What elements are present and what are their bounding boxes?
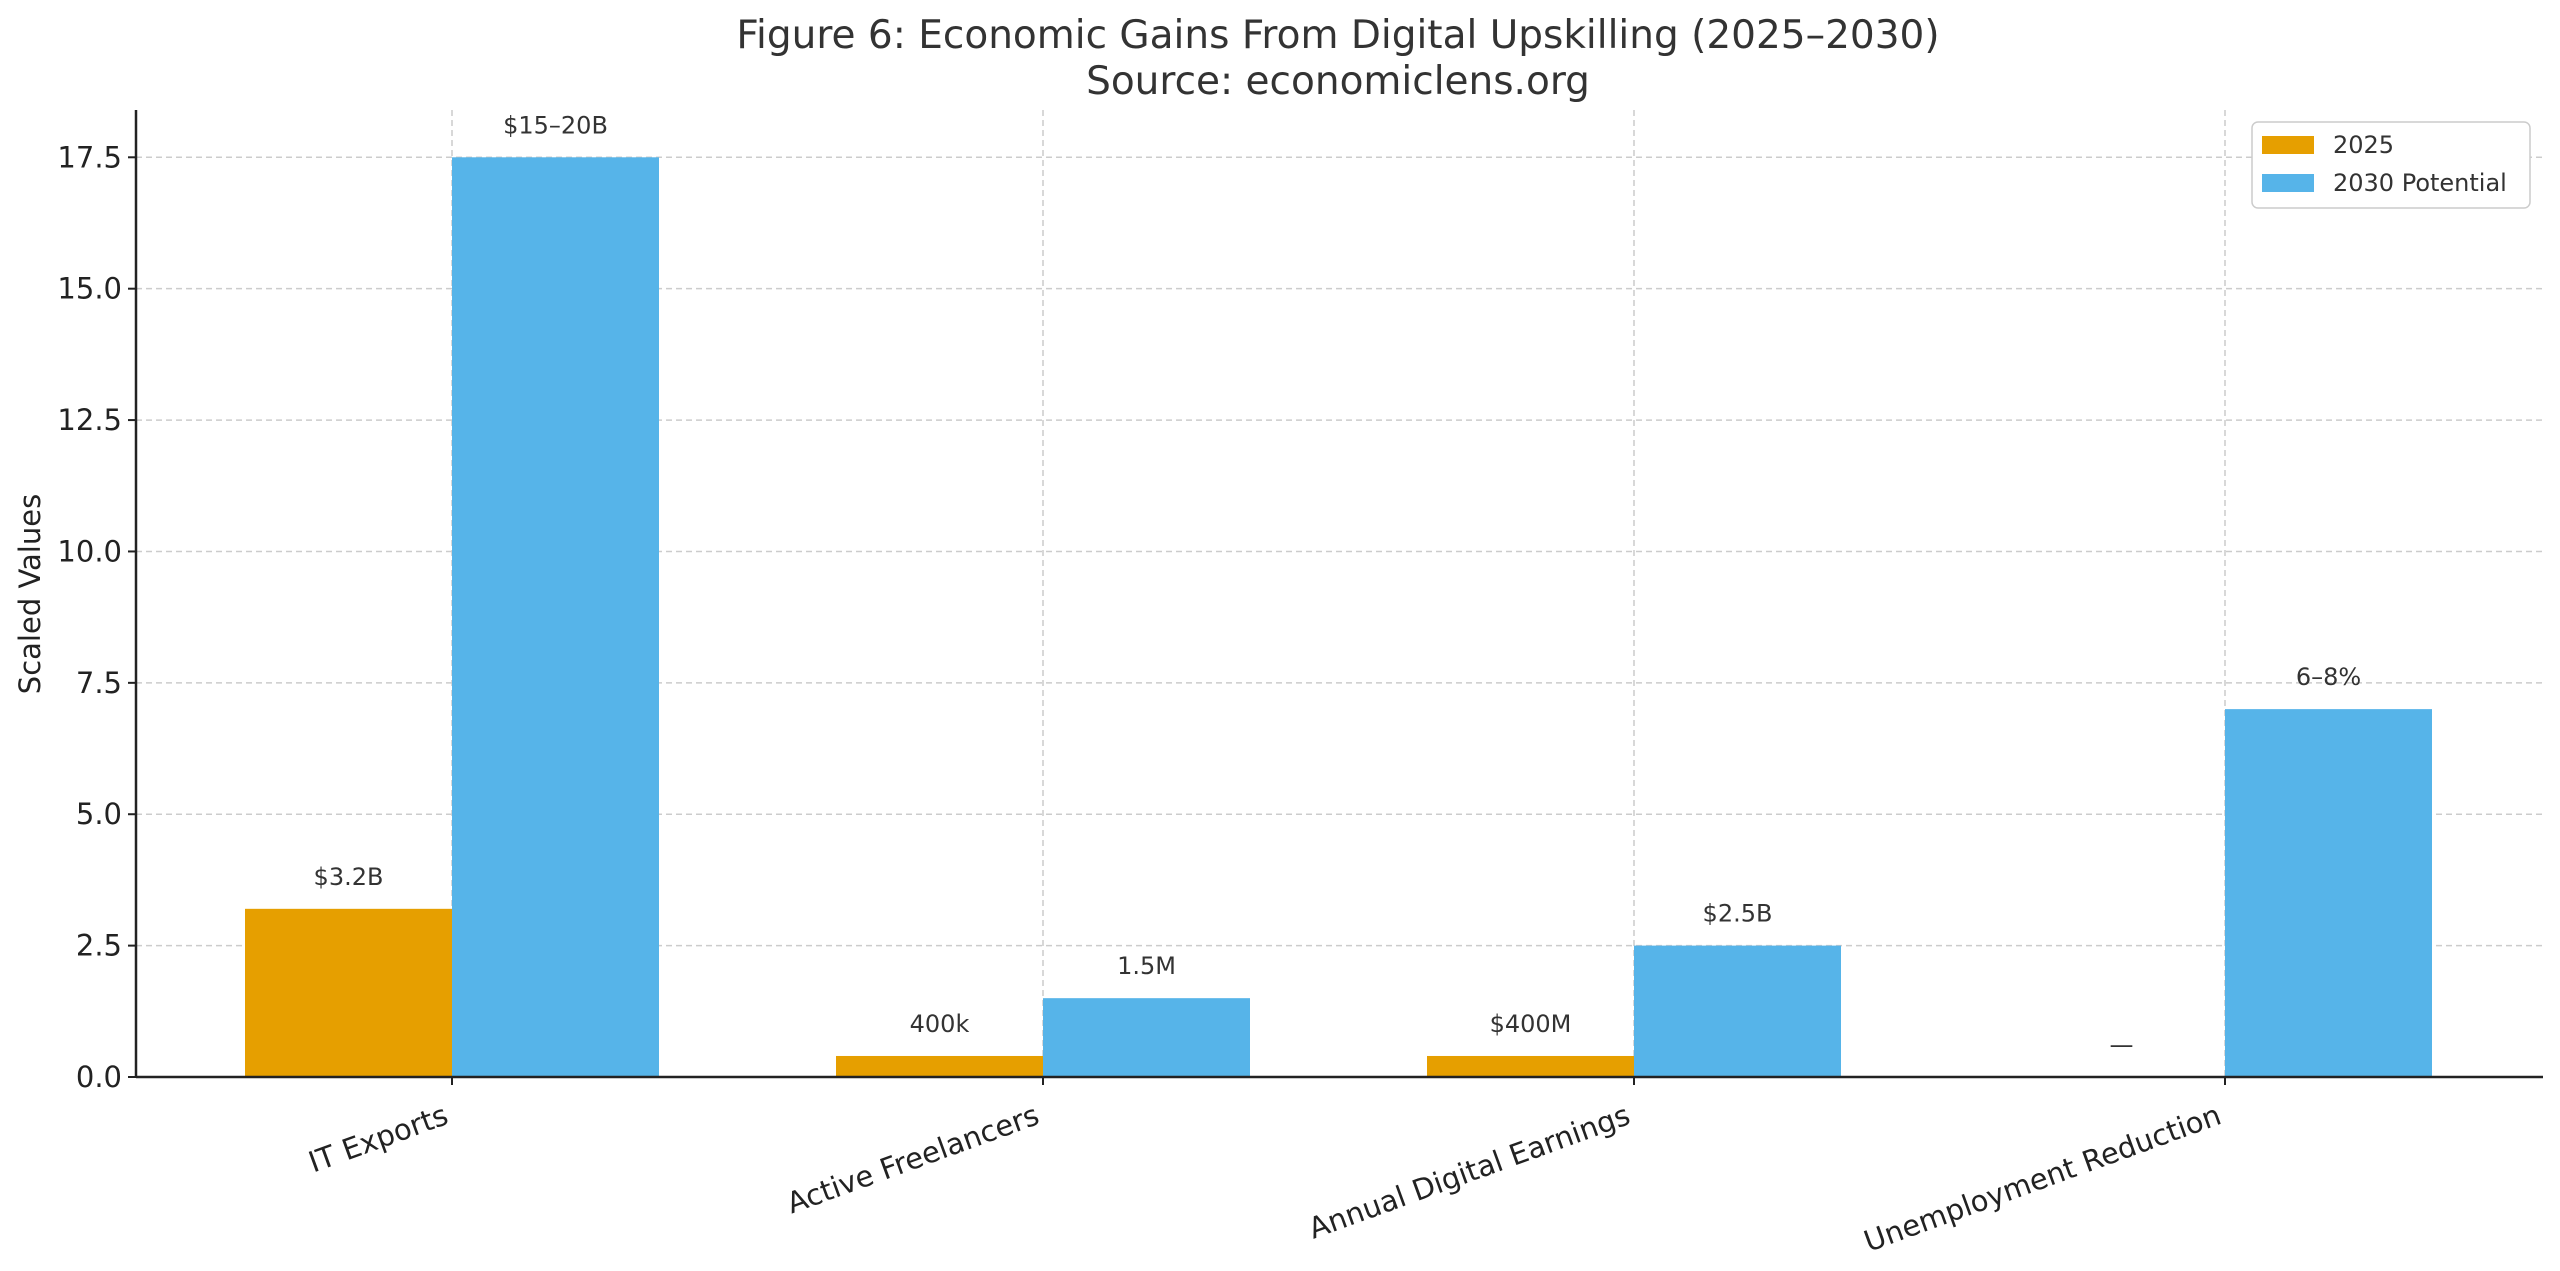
data-labels: $3.2B 400k $400M — $15–20B 1.5M $2.5B 6–8% [314, 111, 2362, 1059]
data-label-2025-unemployment-reduction: — [2110, 1031, 2134, 1059]
x-tick-label-annual-digital-earnings: Annual Digital Earnings [1304, 1098, 1634, 1246]
legend: 2025 2030 Potential [2251, 121, 2531, 209]
bar-2030-potential-it-exports [452, 157, 659, 1077]
data-label-2025-it-exports: $3.2B [314, 863, 384, 891]
data-label-2030-potential-active-freelancers: 1.5M [1117, 952, 1176, 980]
y-tick-label: 2.5 [76, 929, 122, 963]
legend-swatch-2030-potential [2262, 174, 2314, 192]
chart-subtitle: Source: economiclens.org [1086, 59, 1590, 104]
y-tick-label: 15.0 [57, 272, 122, 306]
data-label-2030-potential-unemployment-reduction: 6–8% [2296, 663, 2361, 691]
y-tick-label: 0.0 [76, 1060, 122, 1094]
legend-frame [2251, 121, 2531, 209]
y-tick-label: 10.0 [57, 534, 122, 568]
x-tick-label-unemployment-reduction: Unemployment Reduction [1859, 1098, 2225, 1259]
legend-swatch-2025 [2262, 136, 2314, 154]
legend-label-2025: 2025 [2333, 131, 2394, 159]
axes: 0.0 2.5 5.0 7.5 10.0 12.5 15.0 17.5 IT Exports Ac… [57, 110, 2543, 1259]
bar-2025-active-freelancers [836, 1055, 1043, 1077]
legend-label-2030-potential: 2030 Potential [2333, 169, 2507, 197]
data-label-2030-potential-annual-digital-earnings: $2.5B [1703, 900, 1773, 928]
bar-2030-potential-annual-digital-earnings [1634, 945, 1841, 1077]
y-axis-label: Scaled Values [13, 494, 47, 694]
x-tick-label-active-freelancers: Active Freelancers [782, 1098, 1043, 1221]
bar-2030-potential-unemployment-reduction [2225, 709, 2432, 1077]
x-tick-label-it-exports: IT Exports [304, 1098, 452, 1180]
y-tick-label: 5.0 [76, 797, 122, 831]
chart-title: Figure 6: Economic Gains From Digital Up… [736, 13, 1939, 58]
y-tick-label: 7.5 [76, 666, 122, 700]
y-tick-label: 17.5 [57, 140, 122, 174]
data-label-2025-active-freelancers: 400k [910, 1010, 970, 1038]
data-label-2025-annual-digital-earnings: $400M [1490, 1010, 1572, 1038]
bar-2025-it-exports [245, 908, 452, 1077]
bar-2025-annual-digital-earnings [1427, 1055, 1634, 1077]
bar-2030-potential-active-freelancers [1043, 998, 1250, 1077]
y-tick-label: 12.5 [57, 403, 122, 437]
data-label-2030-potential-it-exports: $15–20B [503, 111, 608, 139]
bars [245, 157, 2432, 1077]
